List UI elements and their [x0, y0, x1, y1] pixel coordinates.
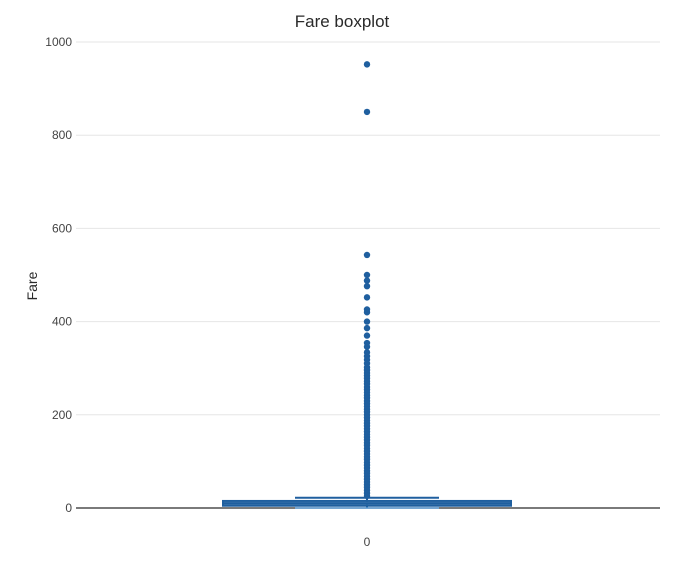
- y-tick-label-0: 0: [65, 501, 72, 515]
- outlier-point-13: [363, 343, 371, 350]
- outlier-point-3: [363, 271, 371, 279]
- outlier-point-6: [363, 294, 371, 301]
- y-tick-label-1000: 1000: [45, 35, 72, 49]
- y-tick-label-800: 800: [52, 128, 72, 142]
- outlier-point-0: [363, 61, 371, 68]
- outlier-point-9: [363, 318, 371, 325]
- y-axis-title: Fare: [24, 271, 40, 300]
- box-layer: [222, 496, 512, 509]
- grid-lines: [76, 41, 660, 416]
- axes: 0 200 400 600 800 1000 0: [45, 35, 660, 549]
- outlier-point-5: [363, 282, 371, 290]
- outlier-point-10: [363, 324, 371, 332]
- outlier-point-11: [363, 332, 371, 339]
- chart-title: Fare boxplot: [295, 12, 390, 31]
- outlier-point-2: [363, 251, 371, 259]
- x-tick-label-0: 0: [364, 535, 371, 549]
- outlier-point-8: [363, 309, 371, 316]
- outlier-points: [363, 61, 371, 500]
- outlier-point-64: [363, 492, 371, 500]
- y-tick-label-400: 400: [52, 315, 72, 329]
- outlier-point-1: [363, 108, 371, 116]
- y-tick-label-600: 600: [52, 221, 72, 235]
- outlier-point-4: [363, 277, 371, 284]
- y-tick-label-200: 200: [52, 408, 72, 422]
